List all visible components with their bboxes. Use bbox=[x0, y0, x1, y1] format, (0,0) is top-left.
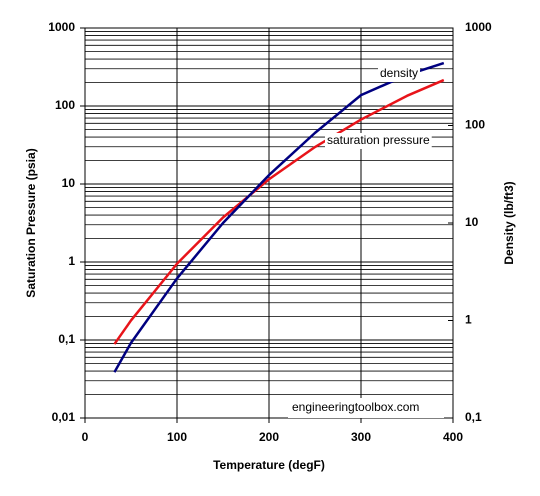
annotation: engineeringtoolbox.com bbox=[292, 400, 419, 414]
annotation-bg bbox=[378, 66, 421, 82]
y-tick-label: 0,01 bbox=[52, 410, 76, 424]
annotation: density bbox=[380, 66, 418, 80]
y-axis-label: Saturation Pressure (psia) bbox=[24, 148, 38, 297]
x-tick-label: 100 bbox=[167, 430, 187, 444]
y2-tick-label: 10 bbox=[465, 215, 479, 229]
annotation: saturation pressure bbox=[327, 133, 430, 147]
y2-tick-label: 0,1 bbox=[465, 410, 482, 424]
x-tick-label: 400 bbox=[443, 430, 463, 444]
x-tick-label: 0 bbox=[82, 430, 89, 444]
x-tick-label: 300 bbox=[351, 430, 371, 444]
series-line bbox=[113, 78, 445, 345]
y2-tick-label: 1000 bbox=[465, 20, 492, 34]
y-tick-label: 0,1 bbox=[58, 332, 75, 346]
y-tick-label: 10 bbox=[62, 176, 76, 190]
y2-tick-label: 1 bbox=[465, 313, 472, 327]
y-tick-label: 1 bbox=[68, 254, 75, 268]
y-tick-label: 1000 bbox=[48, 20, 75, 34]
annotation-box bbox=[288, 398, 444, 418]
x-tick-label: 200 bbox=[259, 430, 279, 444]
y2-tick-label: 100 bbox=[465, 118, 485, 132]
y-tick-label: 100 bbox=[55, 98, 75, 112]
plot-border bbox=[84, 27, 454, 419]
y2-axis-label: Density (lb/ft3) bbox=[502, 181, 516, 264]
x-axis-label: Temperature (degF) bbox=[213, 458, 325, 472]
annotation-bg bbox=[325, 133, 432, 149]
